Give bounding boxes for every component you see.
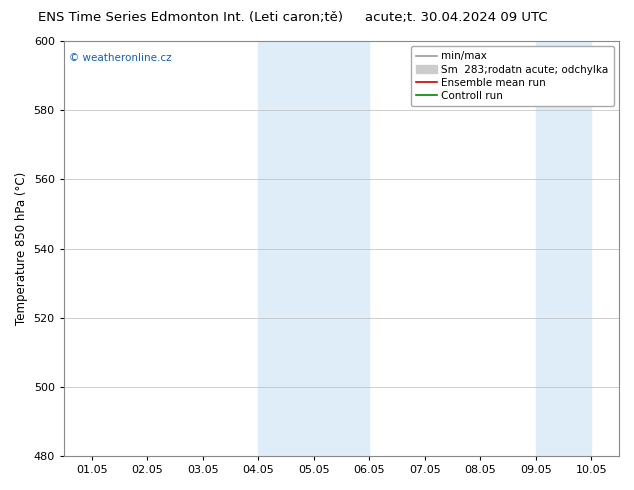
Bar <box>536 41 592 456</box>
Y-axis label: Temperature 850 hPa (°C): Temperature 850 hPa (°C) <box>15 172 28 325</box>
Text: ENS Time Series Edmonton Int. (Leti caron;tě): ENS Time Series Edmonton Int. (Leti caro… <box>37 11 343 24</box>
Bar <box>258 41 369 456</box>
Legend: min/max, Sm  283;rodatn acute; odchylka, Ensemble mean run, Controll run: min/max, Sm 283;rodatn acute; odchylka, … <box>411 46 614 106</box>
Text: acute;t. 30.04.2024 09 UTC: acute;t. 30.04.2024 09 UTC <box>365 11 548 24</box>
Text: © weatheronline.cz: © weatheronline.cz <box>69 53 172 64</box>
